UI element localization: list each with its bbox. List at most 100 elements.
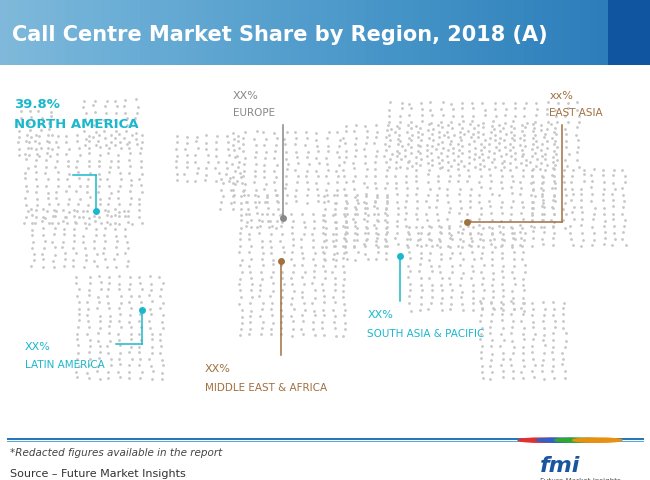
Point [58, 207, 68, 215]
Point [527, 367, 538, 375]
Point [285, 312, 296, 320]
Point [359, 205, 370, 213]
Point [98, 232, 109, 240]
Point [38, 213, 48, 221]
Point [84, 274, 95, 281]
Point [124, 188, 135, 196]
Point [394, 132, 404, 140]
Point [38, 231, 48, 239]
Point [124, 156, 134, 164]
Text: XX%: XX% [367, 309, 393, 319]
Point [190, 152, 200, 160]
Point [317, 280, 327, 288]
Point [518, 356, 528, 364]
Point [102, 293, 112, 300]
Point [517, 198, 527, 206]
Point [14, 146, 24, 154]
Point [281, 180, 291, 188]
Point [528, 324, 539, 331]
Point [254, 229, 265, 237]
Point [328, 256, 339, 264]
Point [443, 242, 453, 250]
Point [496, 153, 506, 161]
Point [53, 132, 63, 140]
Circle shape [554, 438, 604, 443]
Point [549, 211, 559, 218]
Point [587, 178, 597, 186]
Point [311, 130, 321, 138]
Point [296, 244, 306, 252]
Point [396, 105, 407, 113]
Point [81, 252, 91, 259]
Point [266, 274, 276, 281]
Point [507, 224, 517, 232]
Point [171, 164, 181, 172]
Point [490, 132, 501, 139]
Point [42, 208, 53, 216]
Point [339, 235, 349, 243]
Point [380, 210, 391, 217]
Point [249, 136, 259, 144]
Point [20, 183, 31, 191]
Point [288, 318, 298, 325]
Point [527, 146, 538, 154]
Point [48, 231, 58, 239]
Point [289, 262, 299, 269]
Point [517, 128, 527, 136]
Point [337, 223, 348, 230]
Point [531, 138, 541, 145]
Text: EAST ASIA: EAST ASIA [549, 108, 603, 118]
Point [90, 207, 101, 215]
Point [339, 312, 349, 319]
Point [490, 164, 501, 171]
Point [259, 155, 270, 163]
Point [455, 282, 465, 289]
Point [37, 218, 47, 226]
Point [84, 292, 94, 300]
Point [255, 312, 265, 320]
Point [31, 207, 41, 215]
Point [509, 137, 519, 144]
Point [507, 230, 517, 238]
Point [337, 242, 348, 250]
Point [485, 236, 495, 244]
Point [505, 204, 515, 212]
Point [339, 300, 350, 308]
Point [233, 281, 244, 288]
Point [466, 237, 476, 245]
Point [404, 224, 414, 232]
Point [380, 185, 390, 192]
Point [288, 242, 298, 250]
Point [137, 286, 148, 293]
Point [115, 361, 125, 369]
Point [402, 165, 413, 173]
Point [331, 224, 341, 232]
Point [135, 164, 146, 171]
Point [558, 317, 568, 325]
Point [499, 336, 509, 344]
Point [427, 157, 437, 165]
Point [476, 173, 487, 180]
Point [549, 141, 559, 148]
Point [538, 199, 548, 207]
Point [360, 251, 370, 258]
Point [342, 200, 352, 207]
Point [424, 257, 435, 264]
Point [211, 139, 221, 147]
Point [234, 248, 244, 256]
Point [508, 367, 519, 375]
Point [125, 344, 136, 351]
Point [74, 152, 85, 159]
Point [516, 185, 526, 192]
Point [135, 374, 145, 382]
Point [335, 136, 345, 144]
Point [72, 336, 83, 344]
Point [252, 210, 263, 218]
Point [289, 236, 299, 244]
Point [484, 147, 495, 155]
Point [384, 143, 394, 151]
Point [382, 127, 393, 135]
Point [470, 151, 480, 158]
Point [122, 219, 133, 227]
Point [432, 173, 443, 180]
